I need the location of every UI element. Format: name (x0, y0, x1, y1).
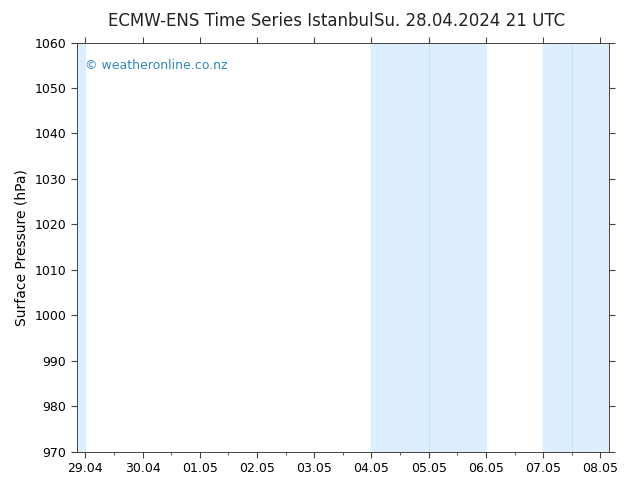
Bar (77, 43, 86, 452)
Y-axis label: Surface Pressure (hPa): Surface Pressure (hPa) (15, 169, 29, 325)
Bar (429, 43, 486, 452)
Bar (572, 43, 609, 452)
Text: ECMW-ENS Time Series Istanbul: ECMW-ENS Time Series Istanbul (108, 12, 373, 30)
Bar (543, 43, 600, 452)
Bar (543, 43, 572, 452)
Text: © weatheronline.co.nz: © weatheronline.co.nz (85, 59, 228, 72)
Text: Su. 28.04.2024 21 UTC: Su. 28.04.2024 21 UTC (373, 12, 565, 30)
Bar (372, 43, 429, 452)
